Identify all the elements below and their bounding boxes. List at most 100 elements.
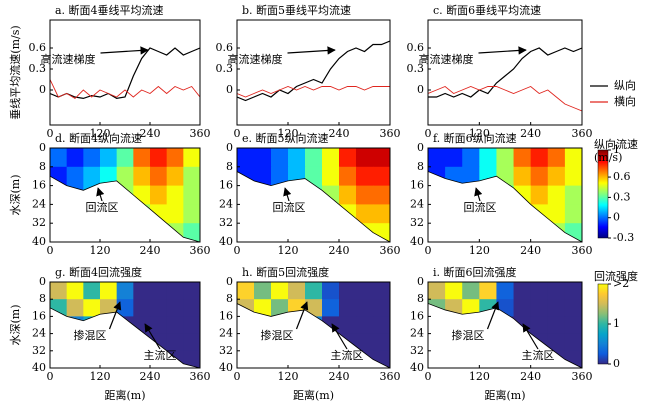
heat-cell — [133, 282, 151, 300]
heat-cell — [373, 166, 390, 187]
heat-cell — [373, 333, 390, 352]
heat-cell — [183, 223, 200, 242]
panel-title: h. 断面5回流强度 — [242, 265, 329, 279]
plot-area — [237, 282, 390, 368]
riverbed-fill — [237, 303, 390, 368]
annotation-arrow — [486, 301, 500, 330]
heat-cell — [150, 299, 168, 317]
x-tick-label: 120 — [278, 127, 299, 140]
y-tick-label: 16 — [410, 309, 424, 322]
heat-cell — [254, 166, 272, 187]
frame — [427, 281, 583, 369]
heat-cell — [530, 316, 549, 335]
legend-label: 横向 — [614, 94, 636, 108]
y-tick-label: 32 — [32, 344, 46, 357]
y-tick-label: 16 — [32, 309, 46, 322]
heat-cell — [83, 299, 101, 317]
heat-cell — [271, 299, 289, 317]
y-tick-label: 24 — [410, 327, 424, 340]
x-tick-label: 240 — [140, 127, 161, 140]
x-tick-label: 0 — [47, 370, 54, 383]
heat-cell — [547, 148, 566, 168]
x-tick-label: 240 — [140, 370, 161, 383]
y-tick-label: 0 — [417, 275, 424, 288]
heat-cell — [530, 185, 549, 205]
annotation: 掺混区 — [74, 328, 107, 342]
y-tick-label: 8 — [226, 160, 233, 173]
heat-cell — [166, 148, 184, 168]
heat-cell — [564, 282, 582, 300]
frame — [49, 281, 201, 369]
x-tick-label: 240 — [329, 370, 350, 383]
heat-cell — [183, 148, 200, 168]
x-tick-label: 0 — [47, 127, 54, 140]
x-tick-label: 120 — [90, 244, 111, 257]
y-tick-label: 0.3 — [29, 62, 47, 75]
colorbar-title: 纵向流速(m/s) — [594, 138, 638, 164]
y-tick-label: 40 — [219, 235, 233, 248]
y-tick-label: 24 — [32, 197, 46, 210]
panel-title: a. 断面4垂线平均流速 — [55, 3, 164, 17]
heat-cell — [564, 148, 582, 168]
plot-area — [50, 148, 200, 242]
series-line — [428, 85, 582, 112]
annotation: 高流速梯度 — [419, 52, 474, 66]
heat-cell — [356, 316, 374, 335]
heat-cell — [339, 185, 357, 205]
annotation-arrow — [295, 301, 309, 330]
frame — [236, 281, 391, 369]
colorbar-tick-label: 1 — [613, 317, 620, 330]
x-tick-label: 0 — [234, 244, 241, 257]
x-axis-label: 距离(m) — [484, 388, 525, 402]
x-tick-label: 360 — [190, 370, 211, 383]
y-tick-label: 40 — [410, 361, 424, 374]
riverbed-line — [428, 303, 582, 368]
heat-cell — [462, 282, 480, 300]
y-tick-label: 32 — [410, 344, 424, 357]
series-line — [237, 86, 390, 98]
y-tick-label: 0 — [226, 141, 233, 154]
x-axis-label: 距离(m) — [293, 388, 334, 402]
heat-cell — [166, 333, 184, 352]
heat-cell — [339, 299, 357, 317]
heat-cell — [564, 316, 582, 335]
series-line — [237, 40, 390, 102]
heat-cell — [513, 166, 532, 187]
panel-title: e. 断面5纵向流速 — [242, 131, 329, 145]
heat-cell — [547, 299, 566, 317]
heat-cell — [513, 282, 532, 300]
heat-cell — [564, 333, 582, 352]
panel-title: f. 断面6纵向流速 — [433, 131, 517, 145]
heat-cell — [254, 148, 272, 168]
annotation-arrow — [144, 323, 161, 350]
x-tick-label: 120 — [469, 370, 490, 383]
x-tick-label: 240 — [140, 244, 161, 257]
riverbed-fill — [428, 303, 582, 368]
y-tick-label: 8 — [39, 160, 46, 173]
heat-cell — [356, 282, 374, 300]
panel-title: c. 断面6垂线平均流速 — [433, 3, 541, 17]
x-tick-label: 120 — [278, 370, 299, 383]
y-tick-label: 16 — [219, 179, 233, 192]
heat-cell — [166, 316, 184, 335]
heat-cell — [373, 316, 390, 335]
heat-cell — [83, 166, 101, 187]
x-axis-label: 距离(m) — [104, 388, 145, 402]
series-line — [50, 47, 200, 100]
y-tick-label: 40 — [219, 361, 233, 374]
heat-cell — [66, 299, 84, 317]
plot-area — [237, 148, 390, 242]
heat-cell — [150, 185, 168, 205]
heat-cell — [356, 185, 374, 205]
series-line — [428, 47, 582, 98]
plot-area — [50, 47, 200, 100]
heat-cell — [339, 316, 357, 335]
heat-cell — [513, 148, 532, 168]
annotation-arrow — [478, 46, 527, 55]
annotation-arrow — [96, 187, 105, 202]
colorbar-tick-label: 0.6 — [613, 170, 631, 183]
heat-cell — [479, 148, 497, 168]
y-tick-label: 32 — [219, 216, 233, 229]
heat-cell — [50, 282, 68, 300]
